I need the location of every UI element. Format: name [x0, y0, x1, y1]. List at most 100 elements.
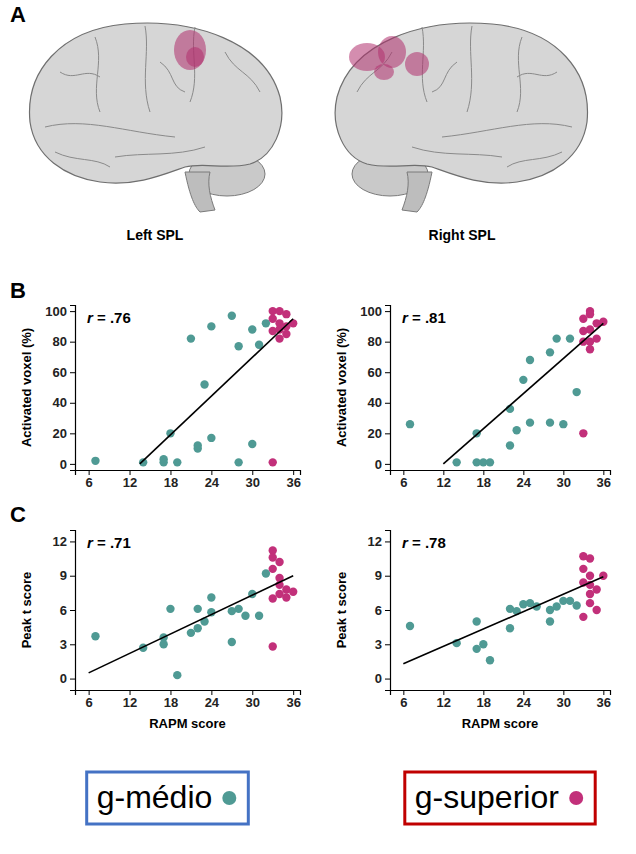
tick-label: 12	[123, 475, 137, 490]
tick-mark	[385, 311, 390, 312]
data-point	[572, 601, 580, 609]
data-point	[506, 441, 514, 449]
data-point	[187, 334, 195, 342]
tick-label: 36	[286, 695, 300, 710]
data-point	[592, 606, 600, 614]
tick: 36	[286, 690, 300, 710]
tick-label: 40	[368, 395, 382, 410]
brain-stem	[185, 172, 215, 212]
regression-line	[443, 323, 603, 464]
data-point	[91, 457, 99, 465]
data-point	[526, 418, 534, 426]
data-point	[526, 356, 534, 364]
data-point	[592, 585, 600, 593]
data-point	[479, 640, 487, 648]
tick: 24	[517, 690, 532, 710]
tick: 12	[437, 690, 451, 710]
data-point	[269, 565, 277, 573]
brain-sulcus	[115, 147, 205, 157]
tick-label: 30	[246, 695, 260, 710]
tick: 30	[557, 470, 571, 490]
data-point	[552, 334, 560, 342]
data-point	[472, 617, 480, 625]
data-point	[248, 325, 256, 333]
data-point	[173, 671, 181, 679]
tick-mark	[70, 311, 75, 312]
data-point	[559, 420, 567, 428]
tick-mark	[385, 644, 390, 645]
tick-label: 30	[557, 475, 571, 490]
data-point	[166, 605, 174, 613]
tick: 20	[368, 426, 390, 441]
legend-label: g-médio	[97, 779, 213, 815]
tick-label: 3	[375, 637, 382, 652]
data-point	[512, 426, 520, 434]
y-axis-title: Activated voxel (%)	[19, 328, 34, 447]
tick: 40	[368, 395, 390, 410]
panel-letter: A	[10, 2, 26, 27]
brain-cerebrum	[335, 23, 587, 183]
tick-label: 24	[205, 695, 220, 710]
tick-label: 0	[375, 671, 382, 686]
data-point	[552, 602, 560, 610]
tick: 30	[246, 470, 260, 490]
tick: 12	[368, 534, 390, 549]
legend-box	[405, 772, 595, 824]
tick-label: 18	[164, 475, 178, 490]
tick-label: 30	[557, 695, 571, 710]
activation-blob	[405, 52, 429, 76]
tick: 80	[53, 334, 75, 349]
annotation: r = .76	[87, 309, 131, 326]
legend-marker	[569, 791, 583, 805]
tick-mark	[385, 372, 390, 373]
tick-label: 100	[360, 304, 382, 319]
tick: 36	[597, 690, 611, 710]
plot-area	[89, 546, 298, 679]
data-point	[262, 319, 270, 327]
tick-label: 0	[60, 671, 67, 686]
data-point	[506, 624, 514, 632]
brain-stem	[402, 172, 432, 212]
y-axis-title: Peak t score	[19, 572, 34, 649]
axis-line	[70, 306, 76, 471]
tick-mark	[70, 403, 75, 404]
data-point	[586, 599, 594, 607]
tick-label: 12	[368, 534, 382, 549]
regression-line	[89, 576, 294, 673]
tick: 36	[597, 470, 611, 490]
y-axis: 020406080100	[360, 304, 390, 472]
x-axis: 61218243036	[76, 690, 301, 710]
data-point	[228, 638, 236, 646]
brain-illustration	[30, 23, 282, 212]
data-point	[91, 632, 99, 640]
data-point	[234, 342, 242, 350]
axis-line	[391, 691, 611, 696]
data-point	[452, 458, 460, 466]
data-point	[586, 554, 594, 562]
activation-blob	[174, 30, 206, 70]
data-point	[159, 458, 167, 466]
tick-mark	[385, 464, 390, 465]
tick: 40	[53, 395, 75, 410]
data-point	[599, 318, 607, 326]
brain-sulcus	[60, 72, 100, 77]
tick-label: 6	[60, 603, 67, 618]
data-point	[269, 458, 277, 466]
tick-mark	[385, 433, 390, 434]
brain-sulcus	[225, 52, 260, 92]
plot-area	[403, 552, 607, 664]
tick: 0	[375, 671, 390, 686]
tick-label: 9	[60, 568, 67, 583]
activation-blob	[378, 36, 406, 68]
tick: 3	[60, 637, 75, 652]
activation-blob	[374, 64, 394, 80]
data-point	[289, 319, 297, 327]
data-point	[579, 565, 587, 573]
brain-sulcus	[517, 72, 557, 77]
x-axis-title: RAPM score	[149, 716, 226, 731]
tick-mark	[385, 576, 390, 577]
data-point	[207, 434, 215, 442]
panel-letter: B	[10, 278, 26, 303]
brain-sulcus	[55, 152, 110, 167]
tick: 9	[60, 568, 75, 583]
